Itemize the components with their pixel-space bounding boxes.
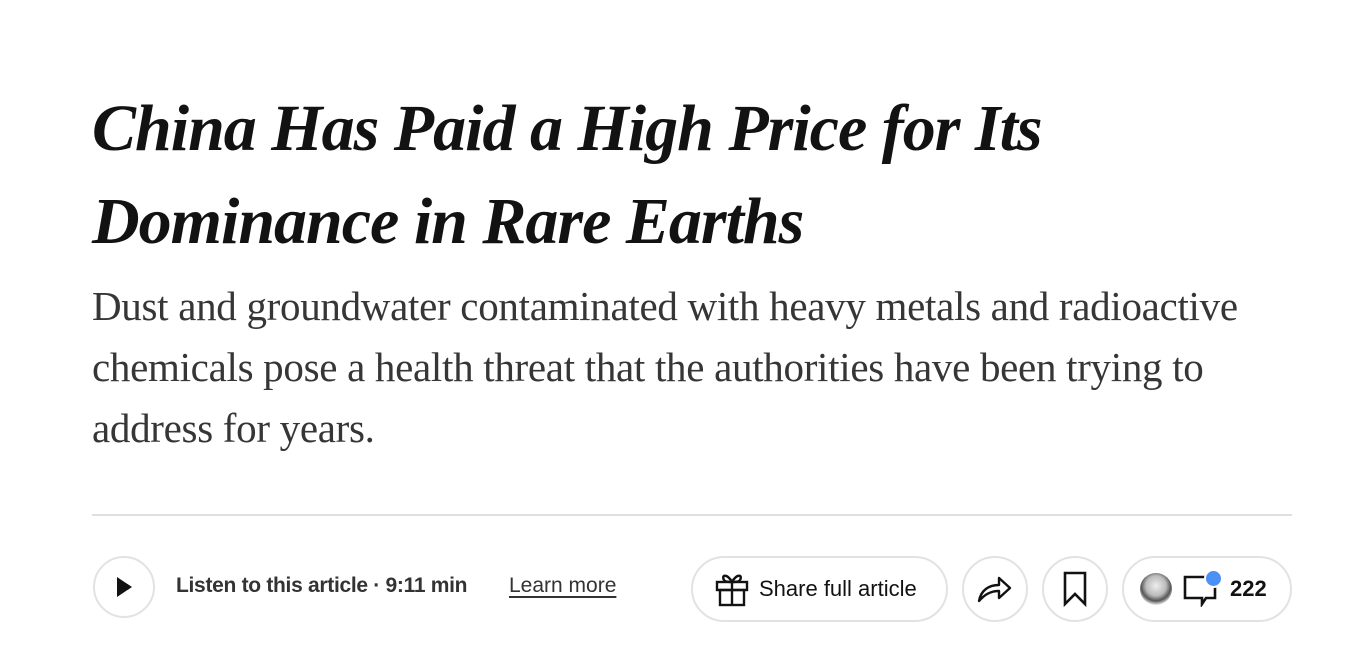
bookmark-icon xyxy=(1063,571,1087,607)
learn-more-link[interactable]: Learn more xyxy=(509,574,617,597)
play-audio-button[interactable] xyxy=(93,556,155,618)
comment-icon xyxy=(1182,569,1223,609)
share-full-article-button[interactable]: Share full article xyxy=(691,556,948,622)
save-bookmark-button[interactable] xyxy=(1042,556,1108,622)
share-arrow-icon xyxy=(977,576,1012,603)
share-button[interactable] xyxy=(962,556,1028,622)
article-summary: Dust and groundwater contaminated with h… xyxy=(92,283,1238,451)
listen-label: Listen to this article · 9:11 min xyxy=(176,574,468,597)
notification-dot xyxy=(1204,569,1223,588)
comments-button[interactable]: 222 xyxy=(1122,556,1292,622)
play-icon xyxy=(117,577,132,597)
divider xyxy=(92,514,1292,516)
share-full-article-label: Share full article xyxy=(759,576,917,601)
gift-icon xyxy=(715,574,749,607)
comment-count: 222 xyxy=(1230,576,1267,601)
headline: China Has Paid a High Price for Its Domi… xyxy=(92,92,1043,258)
avatar xyxy=(1140,573,1172,605)
